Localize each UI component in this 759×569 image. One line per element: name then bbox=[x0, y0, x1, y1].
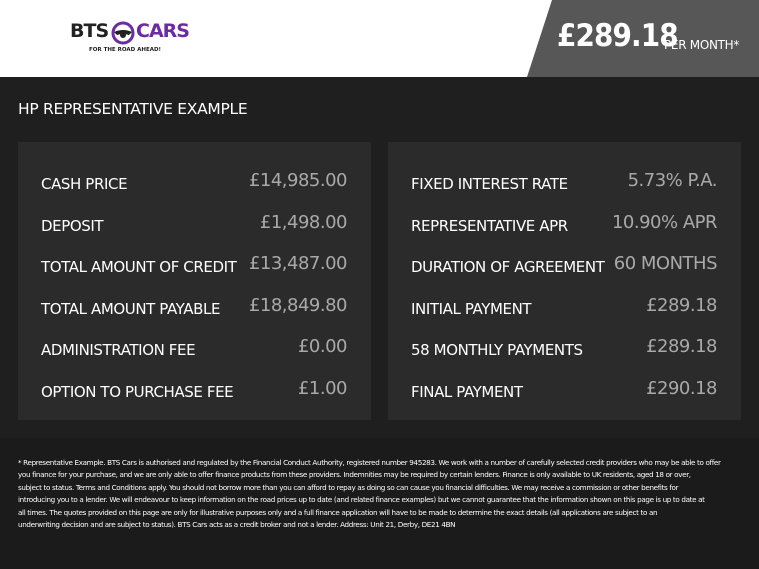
finance-label: OPTION TO PURCHASE FEE bbox=[41, 382, 234, 401]
finance-value: 5.73% P.A. bbox=[627, 170, 718, 191]
logo-text-bts: BTS bbox=[70, 20, 109, 42]
finance-row: FIXED INTEREST RATE 5.73% P.A. bbox=[411, 169, 718, 193]
disclaimer-line: all times. The quotes provided on this p… bbox=[18, 507, 658, 517]
finance-value: 60 MONTHS bbox=[613, 253, 718, 274]
finance-row: REPRESENTATIVE APR 10.90% APR bbox=[411, 211, 718, 235]
finance-value: £289.18 bbox=[646, 336, 717, 357]
header: BTS CARS FOR THE ROAD AHEAD! £289.18 PER… bbox=[0, 0, 759, 77]
finance-value: 10.90% APR bbox=[611, 211, 718, 233]
disclaimer-line: introducing you to a lender. We will end… bbox=[18, 495, 705, 505]
disclaimer-line: you finance for your purchase, and we ar… bbox=[18, 470, 691, 480]
finance-value: £14,985.00 bbox=[248, 170, 348, 191]
finance-row: ADMINISTRATION FEE £0.00 bbox=[41, 335, 348, 359]
finance-label: INITIAL PAYMENT bbox=[411, 299, 532, 318]
finance-label: TOTAL AMOUNT OF CREDIT bbox=[41, 258, 237, 276]
footer: * Representative Example. BTS Cars is au… bbox=[0, 438, 759, 569]
page-title: HP REPRESENTATIVE EXAMPLE bbox=[18, 100, 248, 118]
finance-label: CASH PRICE bbox=[41, 175, 128, 193]
finance-label: DURATION OF AGREEMENT bbox=[411, 258, 605, 276]
finance-value: £1,498.00 bbox=[259, 211, 348, 233]
monthly-price-panel bbox=[527, 0, 759, 77]
disclaimer-line: * Representative Example. BTS Cars is au… bbox=[18, 458, 721, 467]
finance-label: ADMINISTRATION FEE bbox=[41, 341, 196, 359]
monthly-price: £289.18 bbox=[557, 18, 679, 54]
disclaimer-line: subject to status. Terms and Conditions … bbox=[18, 482, 679, 492]
logo-text-cars: CARS bbox=[136, 20, 190, 42]
finance-row: 58 MONTHLY PAYMENTS £289.18 bbox=[411, 335, 717, 359]
finance-row: TOTAL AMOUNT PAYABLE £18,849.80 bbox=[41, 294, 348, 318]
finance-label: FIXED INTEREST RATE bbox=[411, 175, 568, 193]
finance-label: DEPOSIT bbox=[41, 216, 104, 235]
per-month-label: PER MONTH* bbox=[664, 38, 740, 52]
finance-label: FINAL PAYMENT bbox=[411, 382, 523, 401]
right-finance-panel: FIXED INTEREST RATE 5.73% P.A. REPRESENTAT… bbox=[388, 142, 741, 420]
logo-tagline: FOR THE ROAD AHEAD! bbox=[89, 47, 162, 53]
finance-row: CASH PRICE £14,985.00 bbox=[41, 169, 348, 193]
finance-label: REPRESENTATIVE APR bbox=[411, 216, 568, 235]
finance-value: £18,849.80 bbox=[248, 294, 348, 316]
finance-row: TOTAL AMOUNT OF CREDIT £13,487.00 bbox=[41, 252, 348, 276]
steering-wheel-icon bbox=[111, 21, 135, 45]
left-finance-panel: CASH PRICE £14,985.00 DEPOSIT £1,498.00 TOTA… bbox=[18, 142, 371, 420]
finance-value: £13,487.00 bbox=[248, 253, 348, 274]
finance-row: OPTION TO PURCHASE FEE £1.00 bbox=[41, 377, 348, 401]
finance-value: £290.18 bbox=[646, 377, 717, 399]
bts-cars-logo[interactable]: BTS CARS FOR THE ROAD AHEAD! bbox=[70, 20, 190, 56]
disclaimer-line: underwriting decision and are subject to… bbox=[18, 520, 456, 530]
finance-row: DURATION OF AGREEMENT 60 MONTHS bbox=[411, 252, 718, 276]
disclaimer: * Representative Example. BTS Cars is au… bbox=[18, 457, 721, 531]
finance-label: 58 MONTHLY PAYMENTS bbox=[411, 341, 583, 359]
finance-row: DEPOSIT £1,498.00 bbox=[41, 211, 348, 235]
finance-row: INITIAL PAYMENT £289.18 bbox=[411, 294, 717, 318]
finance-label: TOTAL AMOUNT PAYABLE bbox=[41, 299, 221, 318]
finance-row: FINAL PAYMENT £290.18 bbox=[411, 377, 717, 401]
finance-value: £0.00 bbox=[297, 336, 348, 357]
finance-value: £1.00 bbox=[297, 377, 348, 399]
finance-value: £289.18 bbox=[646, 294, 717, 316]
